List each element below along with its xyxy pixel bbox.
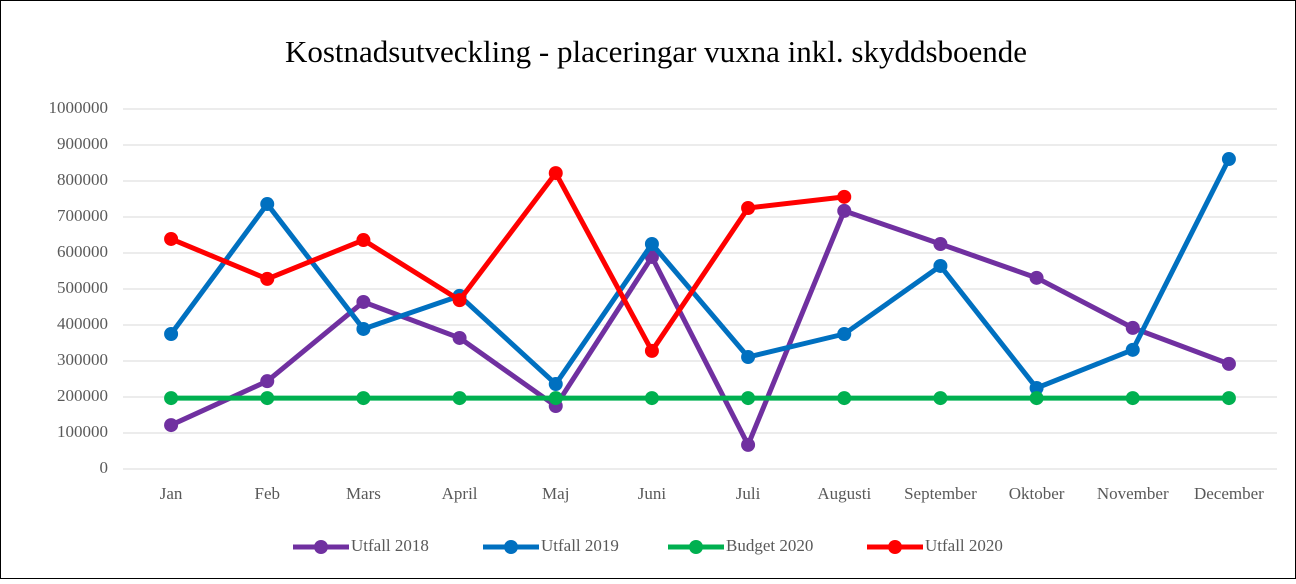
x-tick-label: Juni (638, 484, 667, 503)
y-tick-label: 1000000 (49, 98, 109, 117)
legend-label: Budget 2020 (726, 536, 813, 555)
series-line (170, 170, 845, 354)
x-tick-label: November (1097, 484, 1169, 503)
data-point (933, 237, 948, 251)
data-point (164, 391, 179, 406)
x-tick-label: Feb (255, 484, 281, 503)
data-point (1125, 320, 1140, 335)
data-point (741, 437, 756, 452)
data-point (933, 258, 948, 273)
legend-marker (689, 540, 703, 554)
data-point (1221, 391, 1236, 406)
data-point (356, 391, 371, 406)
x-tick-label: Juli (736, 484, 761, 503)
data-point (1125, 342, 1140, 357)
series-line (169, 157, 1232, 391)
x-tick-label: Oktober (1009, 484, 1065, 503)
data-point (837, 327, 852, 341)
data-point (1221, 152, 1236, 167)
x-tick-label: Augusti (817, 484, 871, 503)
data-point (1125, 391, 1140, 406)
data-point (644, 391, 659, 406)
legend-label: Utfall 2019 (541, 536, 619, 555)
data-point (837, 189, 852, 204)
x-tick-label: Mars (346, 484, 381, 503)
data-point (164, 327, 179, 341)
data-point (837, 391, 852, 406)
legend-marker (888, 540, 902, 554)
data-point (356, 321, 371, 336)
data-point (548, 391, 563, 406)
data-point (452, 293, 467, 308)
y-tick-label: 0 (100, 458, 109, 477)
legend-marker (504, 540, 518, 554)
series-line (170, 208, 1230, 448)
x-tick-label: December (1194, 484, 1264, 503)
chart-title: Kostnadsutveckling - placeringar vuxna i… (285, 34, 1027, 69)
data-point (741, 201, 756, 215)
data-point (548, 377, 563, 392)
y-tick-label: 800000 (57, 170, 108, 189)
data-point (260, 197, 275, 212)
data-point (260, 374, 275, 389)
y-tick-label: 900000 (57, 134, 108, 153)
data-point (356, 233, 371, 248)
data-point (356, 294, 371, 309)
legend-marker (314, 540, 328, 554)
x-tick-label: September (904, 484, 977, 503)
y-tick-label: 200000 (57, 386, 108, 405)
x-tick-label: April (442, 484, 478, 503)
legend-label: Utfall 2018 (351, 536, 429, 555)
data-point (452, 330, 467, 345)
data-point (452, 391, 467, 406)
x-tick-label: Jan (160, 484, 183, 503)
data-point (164, 231, 179, 246)
data-point (260, 391, 275, 406)
data-point (933, 391, 948, 406)
y-tick-label: 100000 (57, 422, 108, 441)
data-point (1029, 270, 1044, 285)
data-point (1029, 381, 1044, 395)
y-tick-label: 700000 (57, 206, 108, 225)
y-tick-label: 400000 (57, 314, 108, 333)
data-point (164, 418, 179, 433)
legend-label: Utfall 2020 (925, 536, 1003, 555)
y-tick-label: 500000 (57, 278, 108, 297)
data-point (837, 203, 852, 218)
data-point (741, 391, 756, 406)
data-point (1029, 391, 1044, 406)
data-point (644, 343, 659, 358)
data-point (1221, 356, 1236, 371)
x-tick-label: Maj (542, 484, 569, 503)
data-point (741, 350, 756, 365)
y-tick-label: 600000 (57, 242, 108, 261)
data-point (644, 237, 659, 251)
y-tick-label: 300000 (57, 350, 108, 369)
data-point (260, 271, 275, 286)
data-point (548, 166, 563, 181)
